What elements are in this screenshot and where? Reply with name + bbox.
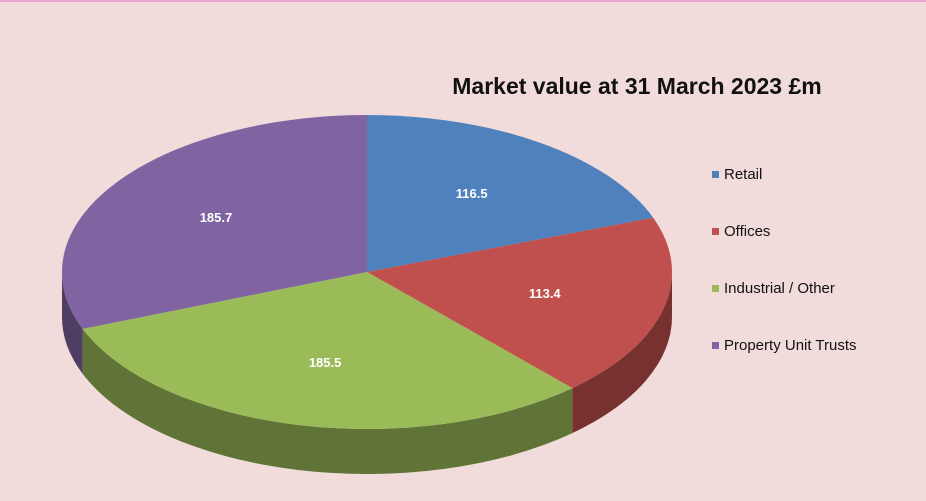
slice-side — [572, 272, 672, 434]
legend-item: Property Unit Trusts — [710, 337, 860, 394]
chart-title: Market value at 31 March 2023 £m — [452, 73, 821, 99]
slice-side — [82, 328, 573, 474]
slice — [61, 115, 367, 329]
pie-sides — [62, 272, 672, 474]
legend-label: Property Unit Trusts — [724, 337, 857, 354]
slice — [367, 217, 672, 389]
slice — [82, 272, 573, 429]
data-label: 113.4 — [529, 286, 562, 301]
slice-side — [62, 272, 83, 374]
legend-label: Offices — [724, 223, 771, 240]
legend: Retail Offices Industrial / Other Property … — [710, 166, 860, 394]
slice — [367, 115, 654, 272]
data-label: 185.7 — [200, 210, 233, 225]
legend-swatch — [712, 228, 719, 235]
legend-swatch — [712, 342, 719, 349]
legend-label: Retail — [724, 166, 763, 183]
legend-item: Offices — [710, 223, 860, 280]
legend-label: Industrial / Other — [724, 280, 835, 297]
legend-item: Industrial / Other — [710, 280, 860, 337]
legend-swatch — [712, 171, 719, 178]
data-label: 116.5 — [456, 186, 488, 201]
legend-item: Retail — [710, 166, 860, 223]
legend-swatch — [712, 285, 719, 292]
pie-tops — [61, 115, 672, 429]
data-label: 185.5 — [309, 355, 342, 370]
